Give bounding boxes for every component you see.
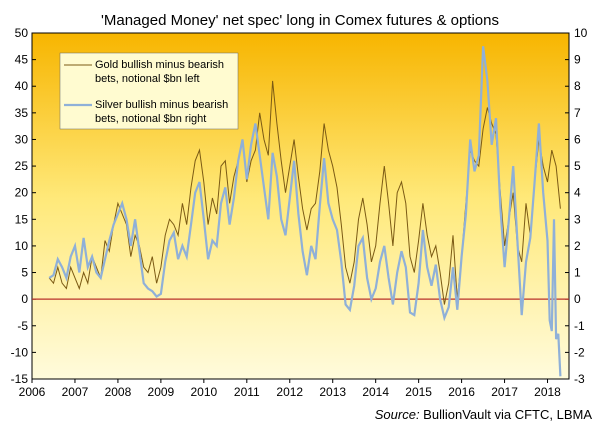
right-axis: -3 -2 -1 0 1 2 3 4 5 6 7 8 9 10 (565, 26, 588, 386)
legend-gold-label: Gold bullish minus bearish bets, notional… (95, 59, 224, 85)
right-tick-label: 7 (574, 106, 581, 120)
x-tick-label: 2016 (448, 385, 475, 399)
right-tick-label: -2 (574, 345, 585, 359)
x-tick-label: 2012 (276, 385, 303, 399)
left-tick-label: -15 (11, 372, 29, 386)
left-tick-label: 15 (15, 212, 29, 226)
right-tick-label: 10 (574, 26, 588, 40)
right-tick-label: 8 (574, 79, 581, 93)
left-tick-label: 0 (21, 292, 28, 306)
x-tick-label: 2014 (362, 385, 389, 399)
left-tick-label: 10 (15, 239, 29, 253)
left-tick-label: 40 (15, 79, 29, 93)
left-tick-label: 25 (15, 159, 29, 173)
right-tick-label: 9 (574, 53, 581, 67)
right-tick-label: 3 (574, 212, 581, 226)
x-tick-label: 2008 (105, 385, 132, 399)
right-tick-label: 0 (574, 292, 581, 306)
left-tick-label: 50 (15, 26, 29, 40)
chart-title: 'Managed Money' net spec' long in Comex … (101, 12, 499, 29)
right-tick-label: 5 (574, 159, 581, 173)
x-tick-label: 2013 (319, 385, 346, 399)
left-tick-label: -10 (11, 345, 29, 359)
right-tick-label: -1 (574, 319, 585, 333)
source-note: Source: BullionVault via CFTC, LBMA (375, 407, 593, 422)
right-tick-label: -3 (574, 372, 585, 386)
source-text: BullionVault via CFTC, LBMA (420, 407, 593, 422)
right-tick-label: 2 (574, 239, 581, 253)
legend: Gold bullish minus bearish bets, notional… (59, 52, 239, 130)
left-axis: -15 -10 -5 0 5 10 15 20 25 30 35 40 45 50 (11, 26, 36, 386)
x-tick-label: 2017 (491, 385, 518, 399)
right-tick-label: 1 (574, 266, 581, 280)
legend-silver-label: Silver bullish minus bearish bets, notion… (95, 99, 228, 125)
x-tick-label: 2009 (148, 385, 175, 399)
x-axis: 2006 2007 2008 2009 2010 2011 2012 2013 2014 2015… (19, 379, 561, 399)
x-tick-label: 2007 (62, 385, 89, 399)
x-tick-label: 2006 (19, 385, 46, 399)
legend-box (59, 52, 239, 130)
left-tick-label: -5 (17, 319, 28, 333)
x-tick-label: 2011 (234, 385, 260, 399)
left-tick-label: 45 (15, 53, 29, 67)
x-tick-label: 2010 (190, 385, 217, 399)
left-tick-label: 5 (21, 266, 28, 280)
right-tick-label: 6 (574, 132, 581, 146)
silver-series-line (48, 46, 562, 377)
left-tick-label: 35 (15, 106, 29, 120)
left-tick-label: 30 (15, 132, 29, 146)
x-tick-label: 2015 (405, 385, 432, 399)
left-tick-label: 20 (15, 186, 29, 200)
right-tick-label: 4 (574, 186, 581, 200)
x-tick-label: 2018 (534, 385, 561, 399)
gold-series-line (48, 80, 561, 305)
source-label: Source: (375, 407, 420, 422)
